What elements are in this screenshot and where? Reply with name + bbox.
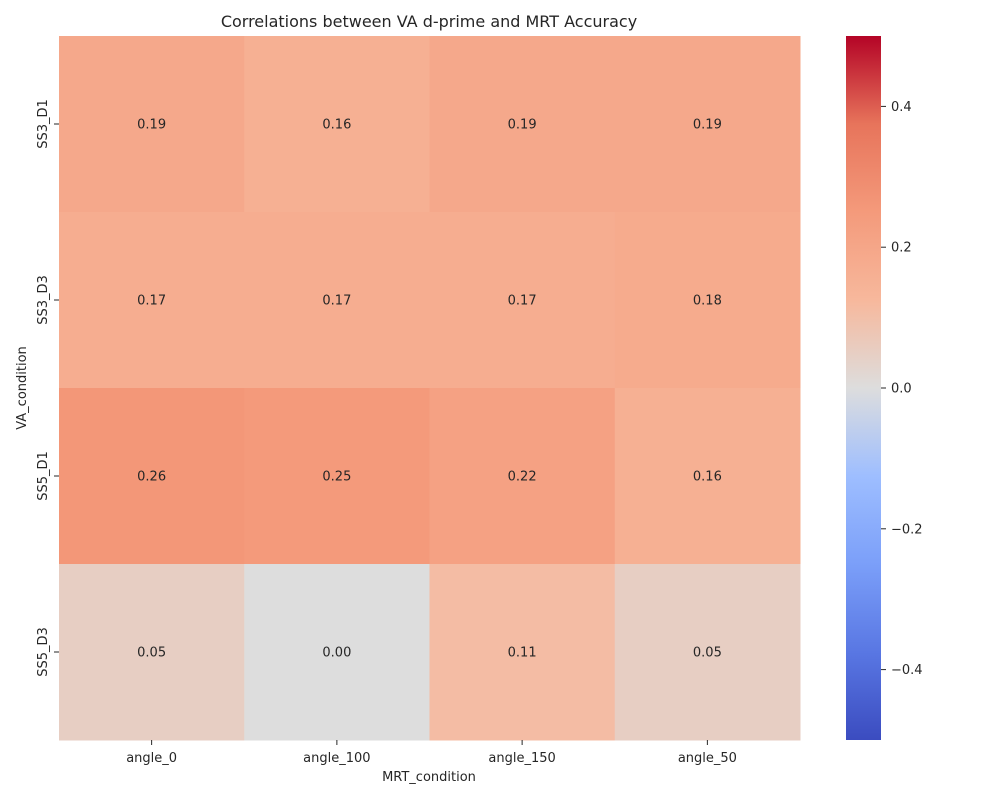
cell-value-label: 0.05 — [137, 646, 166, 661]
cell-value-label: 0.11 — [508, 646, 537, 661]
heatmap-cell — [429, 36, 616, 213]
heatmap-cell — [244, 564, 430, 741]
cell-value-label: 0.19 — [508, 118, 537, 133]
heatmap-cell — [614, 212, 801, 389]
heatmap-cell — [429, 388, 616, 565]
cell-value-label: 0.16 — [693, 470, 722, 485]
heatmap-cell — [614, 388, 801, 565]
cell-value-label: 0.00 — [322, 646, 351, 661]
x-tick-label: angle_100 — [303, 751, 370, 766]
heatmap-cells — [59, 36, 801, 741]
y-axis-ticks: SS3_D1 SS3_D3 SS5_D1 SS5_D3 — [36, 99, 59, 677]
colorbar-ticks: 0.4 0.2 0.0 −0.2 −0.4 — [881, 100, 923, 678]
colorbar-tick-label: 0.0 — [891, 382, 912, 397]
heatmap-cell — [244, 388, 430, 565]
y-axis-label: VA_condition — [15, 346, 30, 430]
x-tick-label: angle_0 — [126, 751, 177, 766]
heatmap-cell — [59, 388, 245, 565]
cell-value-label: 0.17 — [508, 294, 537, 309]
heatmap-cell — [614, 564, 801, 741]
cell-value-label: 0.22 — [508, 470, 537, 485]
y-tick-label: SS3_D1 — [36, 99, 51, 149]
heatmap-cell — [59, 212, 245, 389]
colorbar-tick-label: 0.2 — [891, 241, 912, 256]
cell-value-label: 0.26 — [137, 470, 166, 485]
heatmap-cell — [429, 212, 616, 389]
cell-value-label: 0.19 — [693, 118, 722, 133]
cell-value-label: 0.05 — [693, 646, 722, 661]
cell-value-label: 0.17 — [322, 294, 351, 309]
heatmap-cell — [614, 36, 801, 213]
chart-title: Correlations between VA d-prime and MRT … — [221, 12, 637, 31]
y-tick-label: SS3_D3 — [36, 275, 51, 325]
x-axis-label: MRT_condition — [382, 770, 476, 785]
x-tick-label: angle_50 — [678, 751, 737, 766]
heatmap-cell — [429, 564, 616, 741]
colorbar-tick-label: −0.2 — [891, 522, 923, 537]
cell-value-label: 0.16 — [322, 118, 351, 133]
cell-value-label: 0.19 — [137, 118, 166, 133]
cell-value-label: 0.17 — [137, 294, 166, 309]
colorbar-tick-label: 0.4 — [891, 100, 912, 115]
colorbar — [846, 36, 881, 740]
x-axis-ticks: angle_0 angle_100 angle_150 angle_50 — [126, 740, 737, 766]
x-tick-label: angle_150 — [488, 751, 555, 766]
heatmap-cell — [244, 36, 430, 213]
y-tick-label: SS5_D1 — [36, 451, 51, 501]
cell-value-label: 0.25 — [322, 470, 351, 485]
cell-value-label: 0.18 — [693, 294, 722, 309]
y-tick-label: SS5_D3 — [36, 627, 51, 677]
heatmap-cell — [244, 212, 430, 389]
heatmap-cell-labels: 0.19 0.16 0.19 0.19 0.17 0.17 0.17 0.18 0.26 0.25… — [137, 118, 722, 661]
colorbar-tick-label: −0.4 — [891, 663, 923, 678]
heatmap-cell — [59, 36, 245, 213]
heatmap-cell — [59, 564, 245, 741]
